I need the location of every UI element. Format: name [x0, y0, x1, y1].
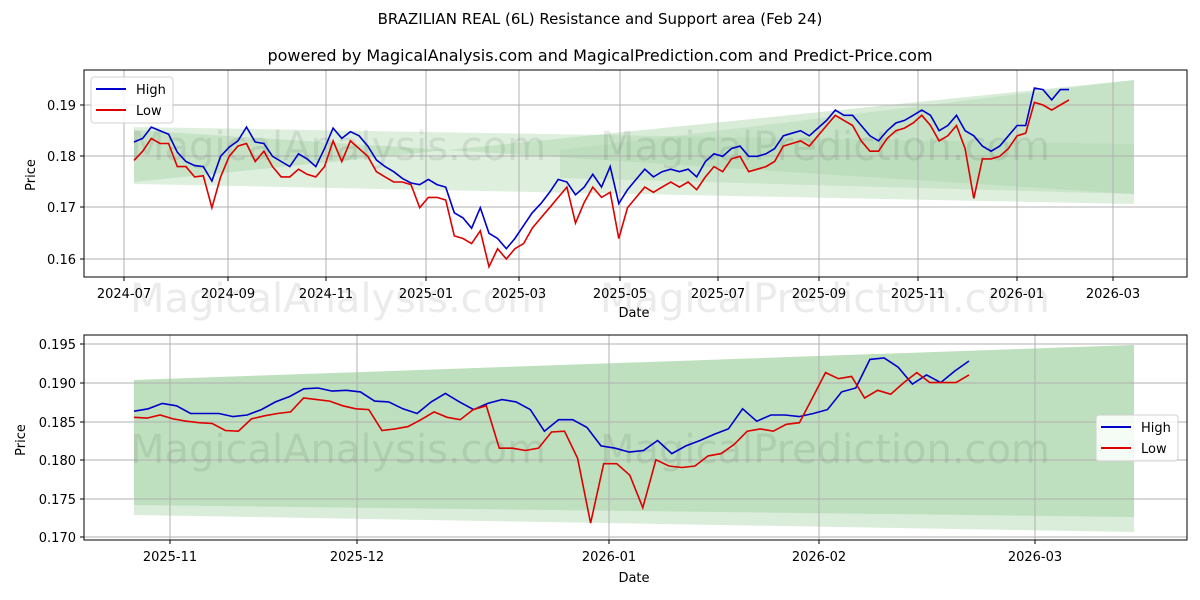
bottom-grid	[84, 335, 1187, 540]
bottom-y-tick: 0.185	[39, 416, 76, 431]
bottom-x-axis-label: Date	[618, 571, 649, 586]
chart-subtitle: powered by MagicalAnalysis.com and Magic…	[267, 46, 933, 65]
top-y-tick: 0.17	[47, 201, 76, 216]
top-y-axis-label: Price	[24, 159, 39, 191]
bottom-y-axis-label: Price	[14, 424, 29, 456]
top-y-tick: 0.18	[47, 150, 76, 165]
legend-low-label: Low	[1141, 442, 1167, 457]
bottom-y-tick: 0.175	[39, 493, 76, 508]
top-y-tick: 0.19	[47, 99, 76, 114]
bottom-y-tick: 0.180	[39, 454, 76, 469]
bottom-x-axis: 2025-11 2025-12 2026-01 2026-02 2026-03 …	[143, 540, 1062, 586]
top-x-tick: 2025-07	[691, 287, 745, 302]
top-legend: High Low	[90, 76, 174, 124]
top-plot-frame	[83, 69, 1188, 278]
top-x-tick: 2025-05	[593, 287, 647, 302]
top-x-axis: 2024-07 2024-09 2024-11 2025-01 2025-03 …	[97, 277, 1140, 321]
top-x-tick: 2025-11	[891, 287, 945, 302]
bottom-band-dark	[134, 345, 1134, 517]
top-x-axis-label: Date	[618, 306, 649, 321]
watermark-right: MagicalPrediction.com	[600, 124, 1050, 170]
watermark-left-3: MagicalAnalysis.com	[130, 427, 546, 473]
bottom-x-tick: 2025-12	[330, 550, 384, 565]
top-x-tick: 2024-09	[201, 287, 255, 302]
legend-high-label: High	[136, 83, 166, 98]
bottom-x-tick: 2026-02	[792, 550, 846, 565]
bottom-chart: MagicalAnalysis.com MagicalPrediction.co…	[14, 334, 1188, 586]
bottom-y-tick: 0.170	[39, 531, 76, 546]
watermark-left: MagicalAnalysis.com	[130, 124, 546, 170]
bottom-x-tick: 2026-03	[1008, 550, 1062, 565]
top-x-tick: 2026-03	[1086, 287, 1140, 302]
top-grid	[84, 70, 1187, 277]
chart-title: BRAZILIAN REAL (6L) Resistance and Suppo…	[377, 10, 823, 28]
watermark-right-2: MagicalPrediction.com	[600, 276, 1050, 322]
top-y-axis: 0.19 0.18 0.17 0.16 Price	[24, 99, 84, 268]
top-x-tick: 2025-09	[792, 287, 846, 302]
bottom-y-tick: 0.190	[39, 377, 76, 392]
bottom-low-line	[133, 371, 970, 524]
bottom-legend: High Low	[1095, 414, 1179, 462]
top-x-tick: 2024-11	[299, 287, 353, 302]
bottom-high-line	[133, 357, 970, 455]
legend-high-label: High	[1141, 421, 1171, 436]
watermark-right-3: MagicalPrediction.com	[600, 427, 1050, 473]
top-high-line	[133, 87, 1069, 250]
top-y-tick: 0.16	[47, 253, 76, 268]
top-x-tick: 2026-01	[990, 287, 1044, 302]
top-x-tick: 2025-01	[399, 287, 453, 302]
top-x-tick: 2025-03	[492, 287, 546, 302]
bottom-y-axis: 0.195 0.190 0.185 0.180 0.175 0.170 Pric…	[14, 338, 84, 546]
bottom-x-tick: 2026-01	[582, 550, 636, 565]
top-low-line	[133, 99, 1070, 270]
top-x-tick: 2024-07	[97, 287, 151, 302]
watermark-left-2: MagicalAnalysis.com	[130, 276, 546, 322]
bottom-y-tick: 0.195	[39, 338, 76, 353]
top-band-dark	[134, 80, 1134, 194]
bottom-plot-frame	[83, 334, 1188, 541]
top-band-light	[134, 127, 1134, 204]
bottom-x-tick: 2025-11	[143, 550, 197, 565]
top-chart: MagicalAnalysis.com MagicalPrediction.co…	[24, 69, 1188, 322]
legend-low-label: Low	[136, 104, 162, 119]
